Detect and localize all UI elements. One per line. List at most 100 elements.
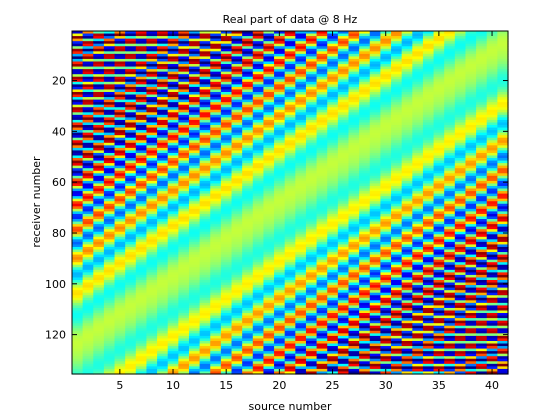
heatmap-cell — [252, 175, 265, 179]
heatmap-cell — [242, 142, 254, 146]
heatmap-cell — [125, 185, 137, 190]
heatmap-cell — [252, 107, 265, 111]
heatmap-cell — [327, 36, 339, 40]
heatmap-cell — [146, 302, 158, 306]
heatmap-cell — [284, 277, 296, 281]
heatmap-cell — [135, 333, 148, 337]
heatmap-cell — [497, 328, 509, 332]
heatmap-cell — [188, 46, 201, 50]
heatmap-cell — [146, 264, 158, 268]
heatmap-cell — [337, 53, 350, 58]
heatmap-cell — [444, 239, 456, 243]
heatmap-cell — [305, 282, 318, 286]
heatmap-cell — [125, 285, 137, 289]
heatmap-cell — [242, 158, 254, 162]
heatmap-cell — [167, 279, 179, 284]
heatmap-cell — [369, 122, 381, 126]
heatmap-cell — [146, 249, 158, 253]
heatmap-cell — [348, 76, 360, 80]
heatmap-cell — [252, 315, 265, 319]
heatmap-cell — [157, 119, 169, 124]
heatmap-cell — [157, 53, 169, 58]
heatmap-cell — [327, 239, 339, 243]
heatmap-cell — [242, 269, 254, 273]
heatmap-cell — [348, 241, 360, 246]
heatmap-cell — [93, 31, 105, 35]
heatmap-cell — [82, 254, 94, 258]
heatmap-cell — [497, 231, 509, 235]
heatmap-cell — [359, 310, 371, 314]
heatmap-cell — [380, 46, 392, 50]
heatmap-cell — [210, 226, 222, 230]
heatmap-cell — [444, 91, 456, 96]
heatmap-cell — [242, 320, 254, 324]
heatmap-cell — [401, 91, 413, 96]
heatmap-cell — [433, 234, 445, 238]
heatmap-cell — [263, 66, 275, 70]
heatmap-cell — [114, 99, 126, 103]
heatmap-cell — [125, 122, 137, 126]
heatmap-cell — [135, 226, 148, 230]
heatmap-cell — [199, 117, 211, 121]
heatmap-cell — [157, 330, 169, 334]
heatmap-cell — [274, 104, 286, 108]
heatmap-cell — [157, 163, 169, 167]
heatmap-cell — [401, 71, 413, 75]
heatmap-cell — [305, 330, 318, 334]
heatmap-cell — [242, 185, 254, 190]
heatmap-cell — [178, 158, 190, 162]
heatmap-cell — [157, 335, 169, 340]
heatmap-cell — [454, 99, 467, 103]
heatmap-cell — [231, 79, 243, 83]
heatmap-cell — [82, 173, 94, 177]
heatmap-cell — [82, 127, 94, 131]
heatmap-cell — [348, 203, 360, 207]
heatmap-cell — [220, 188, 233, 192]
heatmap-cell — [135, 201, 148, 205]
heatmap-cell — [72, 231, 84, 235]
heatmap-cell — [284, 183, 296, 187]
heatmap-cell — [433, 231, 445, 235]
heatmap-cell — [348, 114, 360, 118]
heatmap-cell — [476, 36, 488, 40]
heatmap-cell — [422, 287, 435, 291]
heatmap-cell — [444, 226, 456, 230]
heatmap-cell — [199, 97, 211, 101]
heatmap-cell — [135, 76, 148, 80]
heatmap-cell — [284, 328, 296, 332]
heatmap-cell — [422, 122, 435, 126]
heatmap-cell — [422, 185, 435, 190]
heatmap-cell — [433, 165, 445, 169]
heatmap-cell — [476, 269, 488, 273]
heatmap-cell — [348, 290, 360, 294]
heatmap-cell — [465, 305, 477, 309]
heatmap-cell — [454, 145, 467, 149]
heatmap-cell — [412, 315, 424, 319]
heatmap-cell — [380, 229, 392, 233]
heatmap-cell — [125, 315, 137, 319]
heatmap-cell — [348, 86, 360, 91]
heatmap-cell — [220, 135, 233, 139]
heatmap-cell — [465, 307, 477, 312]
heatmap-cell — [135, 175, 148, 179]
heatmap-cell — [103, 132, 116, 136]
heatmap-cell — [263, 203, 275, 207]
heatmap-cell — [242, 107, 254, 111]
heatmap-cell — [242, 64, 254, 68]
heatmap-cell — [210, 155, 222, 159]
heatmap-cell — [497, 147, 509, 152]
heatmap-cell — [401, 117, 413, 121]
heatmap-cell — [401, 104, 413, 108]
heatmap-cell — [305, 239, 318, 243]
heatmap-cell — [476, 173, 488, 177]
heatmap-cell — [433, 86, 445, 91]
heatmap-cell — [178, 122, 190, 126]
heatmap-cell — [465, 185, 477, 190]
heatmap-cell — [220, 259, 233, 263]
heatmap-cell — [199, 193, 211, 197]
heatmap-cell — [486, 132, 498, 136]
heatmap-cell — [199, 107, 211, 111]
heatmap-cell — [359, 203, 371, 207]
heatmap-cell — [422, 310, 435, 314]
heatmap-cell — [199, 333, 211, 337]
